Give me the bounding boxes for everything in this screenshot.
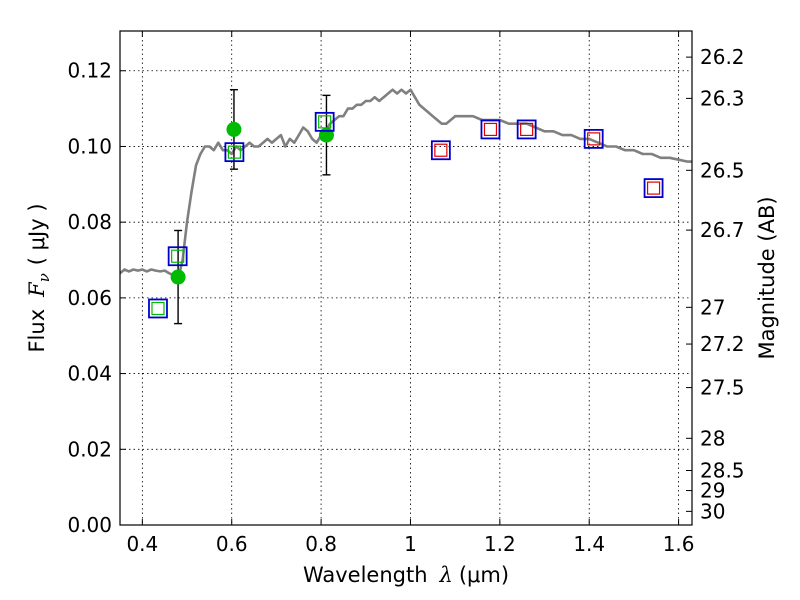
model-flux-square	[430, 140, 451, 161]
y-tick-label: 0.10	[67, 134, 112, 158]
magnitude-tick-label: 28.5	[700, 458, 745, 482]
y-axis-symbol: F	[25, 281, 49, 298]
y-axis-ticks: 0.00 0.02 0.04 0.06 0.08 0.10 0.12	[67, 59, 126, 537]
model-flux-square	[224, 142, 245, 163]
x-tick-label: 0.4	[126, 532, 158, 556]
photometry-layer	[148, 88, 664, 325]
magnitude-axis-label: Magnitude (AB)	[755, 196, 779, 359]
x-tick-label: 0.8	[305, 532, 337, 556]
band-flux-marker	[587, 132, 601, 146]
model-flux-square	[516, 119, 537, 140]
observed-flux-point	[318, 127, 334, 143]
model-flux-square	[148, 298, 168, 319]
magnitude-tick-label: 29	[700, 479, 725, 503]
x-tick-label: 1.4	[573, 532, 605, 556]
model-flux-square	[643, 178, 664, 198]
plot-frame	[119, 30, 693, 526]
magnitude-tick-label: 26.2	[700, 45, 745, 69]
observed-flux-point	[170, 269, 186, 285]
band-flux-marker	[646, 181, 661, 195]
x-axis-unit: (μm)	[459, 563, 509, 587]
band-flux-marker	[483, 122, 498, 137]
magnitude-tick-label: 27.5	[700, 376, 745, 400]
magnitude-tick-label: 28	[700, 426, 725, 450]
magnitude-tick-label: 27.2	[700, 332, 745, 356]
x-tick-label: 0.6	[216, 532, 248, 556]
model-flux-square	[583, 128, 604, 149]
y-axis-subscript: ν	[35, 273, 53, 282]
band-flux-marker	[151, 301, 165, 316]
y-tick-label: 0.04	[67, 362, 112, 386]
y-axis-label-text: Flux	[25, 309, 49, 353]
model-flux-square	[480, 119, 501, 140]
magnitude-tick-label: 26.7	[700, 218, 745, 242]
band-flux-marker	[171, 249, 185, 263]
model-flux-square	[314, 111, 335, 132]
x-axis-symbol: λ	[439, 563, 453, 587]
y-tick-label: 0.00	[67, 513, 112, 537]
x-tick-label: 1.6	[663, 532, 695, 556]
band-flux-marker	[227, 145, 241, 159]
model-flux-square	[167, 246, 188, 267]
band-flux-marker	[318, 115, 332, 129]
x-tick-label: 1	[404, 532, 417, 556]
x-axis-label-text: Wavelength	[303, 563, 428, 587]
spectrum-line	[120, 88, 692, 281]
y-axis-label: Flux Fν ( μJy )	[25, 203, 53, 352]
magnitude-tick-label: 26.3	[700, 86, 745, 110]
y-tick-label: 0.12	[67, 59, 112, 83]
x-axis-label: Wavelength λ (μm)	[303, 563, 509, 587]
magnitude-tick-label: 30	[700, 499, 725, 523]
band-flux-marker	[520, 122, 534, 137]
x-axis-ticks: 0.4 0.6 0.8 1 1.2 1.4 1.6	[126, 31, 695, 556]
observed-flux-point	[226, 121, 242, 137]
y-tick-label: 0.02	[67, 437, 112, 461]
y-tick-label: 0.08	[67, 210, 112, 234]
band-flux-marker	[434, 143, 448, 157]
x-tick-label: 1.2	[484, 532, 516, 556]
spectrum-layer	[120, 88, 692, 281]
magnitude-tick-label: 27	[700, 295, 725, 319]
plot-background	[120, 31, 692, 525]
magnitude-tick-label: 26.5	[700, 158, 745, 182]
y-axis-unit: ( μJy )	[25, 203, 49, 265]
y-tick-label: 0.06	[67, 286, 112, 310]
